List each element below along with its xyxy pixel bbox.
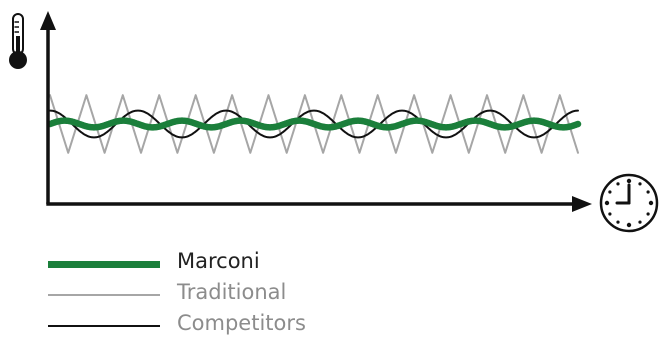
legend-item-marconi: Marconi	[48, 248, 348, 279]
clock-tick	[648, 200, 654, 206]
legend-swatch-traditional	[48, 294, 160, 296]
clock-tick	[604, 200, 610, 206]
legend-item-competitors: Competitors	[48, 310, 348, 341]
legend-item-traditional: Traditional	[48, 279, 348, 310]
clock-tick	[616, 220, 620, 224]
clock-icon	[599, 173, 659, 233]
series-group	[46, 94, 582, 154]
clock-tick	[608, 190, 612, 194]
legend: Marconi Traditional Competitors	[48, 248, 348, 341]
legend-swatch-competitors	[48, 325, 160, 327]
clock-tick	[608, 212, 612, 216]
series-line-competitors	[49, 109, 579, 139]
clock-tick	[638, 220, 642, 224]
legend-swatch-marconi	[48, 260, 160, 268]
clock-tick	[626, 222, 632, 228]
legend-label-marconi: Marconi	[177, 249, 260, 273]
legend-label-competitors: Competitors	[177, 311, 306, 335]
x-axis-arrow	[572, 196, 592, 212]
series-line-marconi	[46, 117, 582, 131]
clock-tick	[626, 178, 632, 184]
y-axis-arrow	[40, 11, 56, 30]
clock-tick	[646, 190, 650, 194]
clock-tick	[646, 212, 650, 216]
axes	[40, 11, 592, 212]
clock-tick	[638, 182, 642, 186]
clock-tick	[616, 182, 620, 186]
thermometer-icon	[9, 13, 27, 69]
legend-label-traditional: Traditional	[177, 280, 287, 304]
